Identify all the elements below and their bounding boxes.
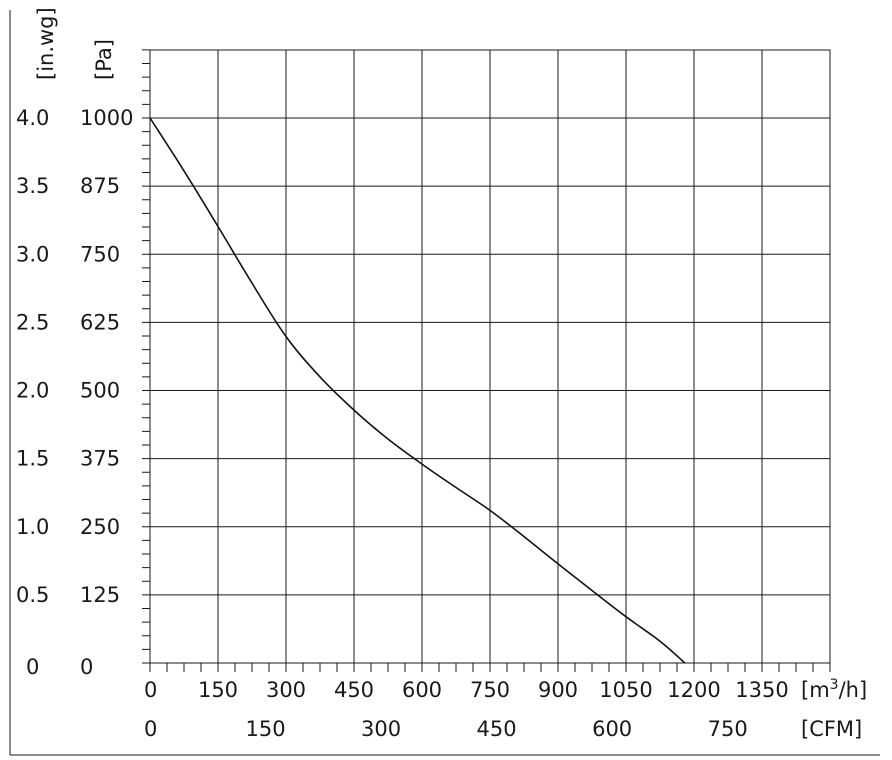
y2-tick-label: 0 xyxy=(26,655,39,679)
x-tick-label: 300 xyxy=(266,678,306,702)
y-tick-label: 375 xyxy=(80,447,120,471)
x-tick-label: 1350 xyxy=(735,678,788,702)
x-tick-label: 150 xyxy=(198,678,238,702)
grid-lines xyxy=(150,50,830,663)
x-unit-main: [m xyxy=(801,678,830,702)
y2-unit-label: [in.wg] xyxy=(34,7,58,80)
y2-tick-label: 1.5 xyxy=(16,447,49,471)
x-tick-label: 450 xyxy=(334,678,374,702)
y2-tick-label: 0.5 xyxy=(16,583,49,607)
x-tick-label: 600 xyxy=(402,678,442,702)
y-tick-label: 1000 xyxy=(80,106,133,130)
y-tick-label: 625 xyxy=(80,310,120,334)
minor-ticks xyxy=(142,49,831,672)
y2-tick-label: 3.0 xyxy=(16,242,49,266)
y-tick-label: 875 xyxy=(80,174,120,198)
x2-tick-label: 0 xyxy=(144,717,157,741)
x-tick-label: 1050 xyxy=(599,678,652,702)
x-tick-label: 1200 xyxy=(667,678,720,702)
y2-tick-label: 2.0 xyxy=(16,379,49,403)
y-tick-label: 500 xyxy=(80,379,120,403)
x2-tick-label: 150 xyxy=(245,717,285,741)
y2-tick-label: 1.0 xyxy=(16,515,49,539)
y-tick-label: 125 xyxy=(80,583,120,607)
plot-frame xyxy=(149,49,831,664)
y-tick-label: 0 xyxy=(80,655,93,679)
y2-tick-label: 2.5 xyxy=(16,310,49,334)
x-unit-sup: 3 xyxy=(830,677,839,693)
y-tick-label: 250 xyxy=(80,515,120,539)
y-tick-label: 750 xyxy=(80,242,120,266)
x-unit-tail: /h] xyxy=(839,678,868,702)
x2-tick-label: 300 xyxy=(361,717,401,741)
x-tick-label: 0 xyxy=(144,678,157,702)
y-unit-label: [Pa] xyxy=(92,39,116,80)
x-tick-label: 750 xyxy=(470,678,510,702)
y2-tick-label: 4.0 xyxy=(16,106,49,130)
x-unit-label: [m3/h] xyxy=(801,677,867,702)
x-tick-label: 900 xyxy=(538,678,578,702)
series-layer xyxy=(149,117,686,664)
x2-unit-label: [CFM] xyxy=(801,717,862,741)
pressure-flow-curve xyxy=(149,117,686,664)
tick-labels: 0 150 300 450 600 750 900 1050 1200 1350 0 150 300 45… xyxy=(16,106,789,741)
y2-tick-label: 3.5 xyxy=(16,174,49,198)
x2-tick-label: 600 xyxy=(592,717,632,741)
x2-tick-label: 750 xyxy=(708,717,748,741)
x2-tick-label: 450 xyxy=(477,717,517,741)
